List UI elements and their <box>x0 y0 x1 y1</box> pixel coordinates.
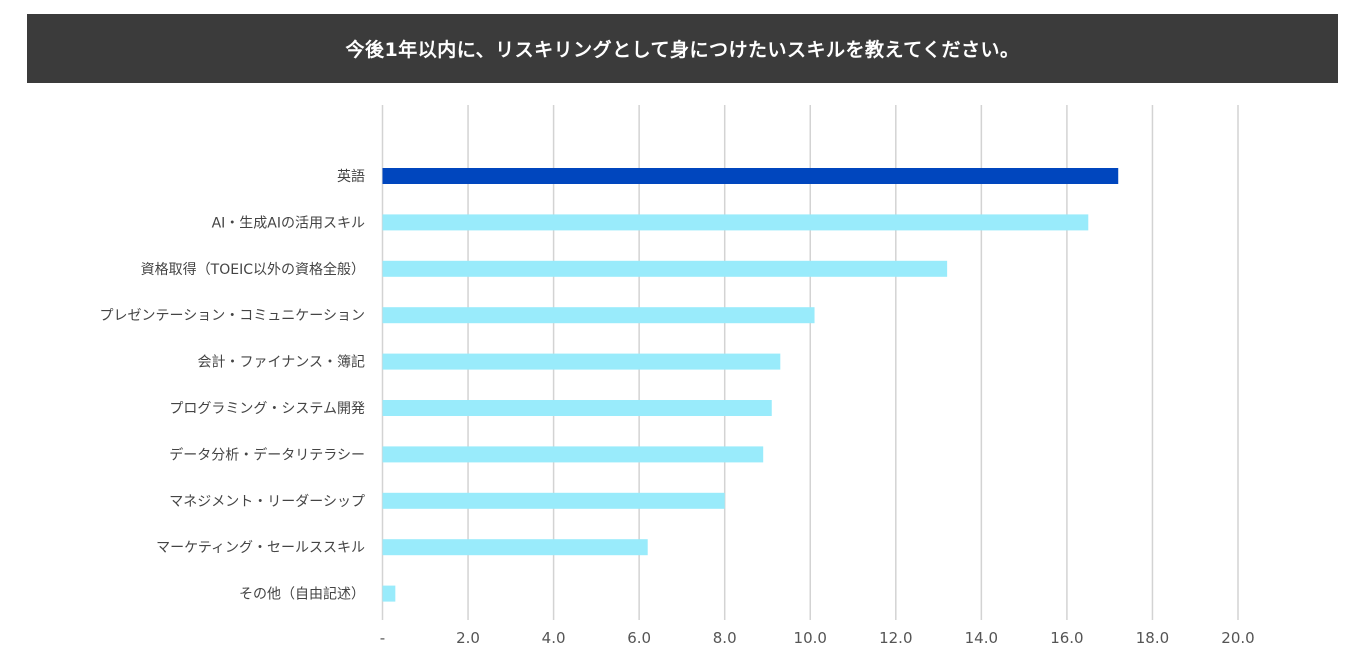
x-tick-label: 10.0 <box>794 629 827 647</box>
x-tick-label: - <box>380 629 385 647</box>
bar <box>382 585 396 602</box>
x-tick-label: 20.0 <box>1221 629 1254 647</box>
category-label: AI・生成AIの活用スキル <box>212 215 365 231</box>
category-label: その他（自由記述） <box>239 586 365 603</box>
category-label: マネジメント・リーダーシップ <box>169 494 365 510</box>
bar <box>382 539 648 556</box>
x-tick-label: 2.0 <box>456 629 480 647</box>
bar <box>382 446 764 463</box>
x-tick-label: 4.0 <box>542 629 566 647</box>
bar <box>382 214 1089 231</box>
bar <box>382 307 815 324</box>
category-label: 会計・ファイナンス・簿記 <box>198 354 365 371</box>
category-label: 英語 <box>337 168 365 185</box>
category-label: プログラミング・システム開発 <box>169 401 365 417</box>
category-label: マーケティング・セールススキル <box>156 540 365 556</box>
category-label: 資格取得（TOEIC以外の資格全般） <box>141 261 365 278</box>
bar <box>382 168 1119 184</box>
bar <box>382 492 725 509</box>
x-tick-label: 6.0 <box>627 629 651 647</box>
x-tick-label: 16.0 <box>1050 629 1083 647</box>
category-label: プレゼンテーション・コミュニケーション <box>100 308 365 324</box>
x-tick-label: 18.0 <box>1136 629 1169 647</box>
category-label: データ分析・データリテラシー <box>169 446 365 463</box>
chart-title-bar: 今後1年以内に、リスキリングとして身につけたいスキルを教えてください。 <box>27 14 1338 83</box>
bar <box>382 260 948 277</box>
x-tick-label: 14.0 <box>965 629 998 647</box>
chart-title: 今後1年以内に、リスキリングとして身につけたいスキルを教えてください。 <box>345 39 1020 61</box>
bar <box>382 353 781 370</box>
x-tick-label: 12.0 <box>879 629 912 647</box>
x-tick-label: 8.0 <box>713 629 737 647</box>
bar <box>382 400 772 416</box>
